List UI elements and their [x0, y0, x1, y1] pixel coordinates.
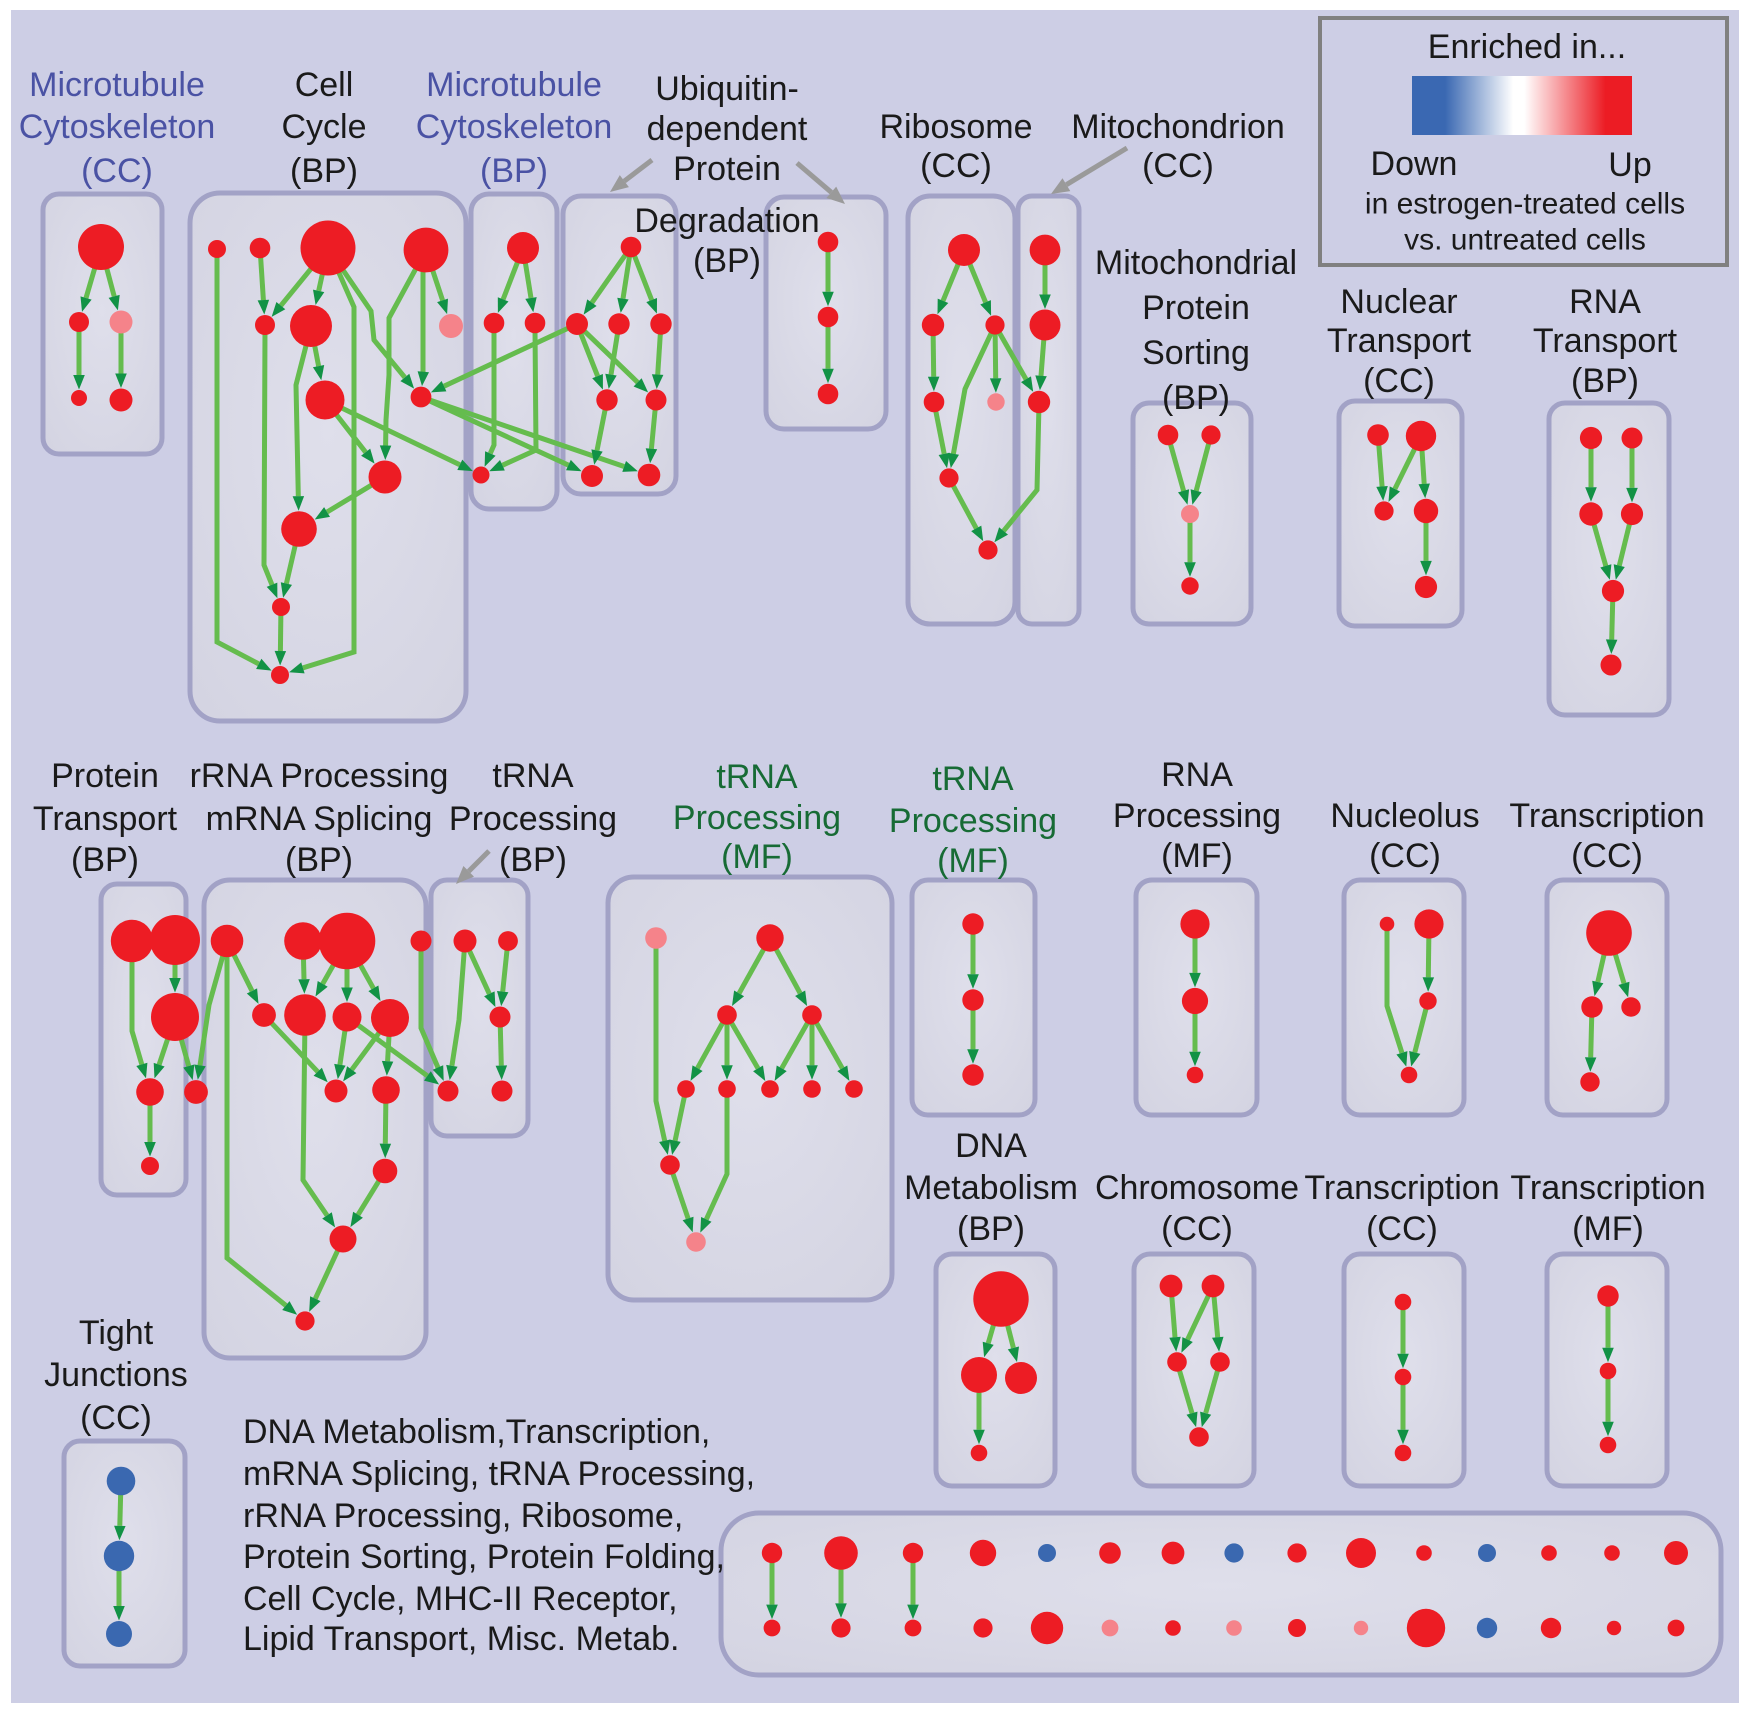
svg-text:Transcription: Transcription	[1304, 1169, 1499, 1207]
svg-text:Processing: Processing	[449, 800, 617, 838]
svg-text:tRNA: tRNA	[492, 757, 574, 795]
svg-text:Processing: Processing	[1113, 797, 1281, 835]
svg-text:(CC): (CC)	[1369, 837, 1441, 875]
svg-text:Cytoskeleton: Cytoskeleton	[19, 108, 216, 146]
svg-text:(MF): (MF)	[721, 838, 793, 876]
svg-text:Sorting: Sorting	[1142, 334, 1250, 372]
svg-text:(BP): (BP)	[499, 841, 567, 879]
svg-text:Processing: Processing	[889, 802, 1057, 840]
svg-text:(CC): (CC)	[80, 1399, 152, 1437]
svg-text:Transport: Transport	[1327, 322, 1472, 360]
svg-text:Protein: Protein	[51, 757, 159, 795]
svg-text:Nucleolus: Nucleolus	[1330, 797, 1479, 835]
svg-text:Processing: Processing	[673, 799, 841, 837]
svg-text:Cell Cycle, MHC-II Receptor,: Cell Cycle, MHC-II Receptor,	[243, 1580, 678, 1618]
svg-text:(CC): (CC)	[1571, 837, 1643, 875]
svg-text:Degradation: Degradation	[634, 202, 819, 240]
svg-text:(BP): (BP)	[957, 1210, 1025, 1248]
svg-text:dependent: dependent	[647, 110, 808, 148]
svg-text:(BP): (BP)	[71, 841, 139, 879]
svg-text:Cytoskeleton: Cytoskeleton	[416, 108, 613, 146]
svg-text:tRNA: tRNA	[716, 758, 798, 796]
svg-text:(BP): (BP)	[285, 841, 353, 879]
svg-text:Cell: Cell	[295, 66, 354, 104]
svg-text:mRNA Splicing: mRNA Splicing	[206, 800, 433, 838]
svg-text:Lipid Transport, Misc. Metab.: Lipid Transport, Misc. Metab.	[243, 1620, 680, 1658]
svg-text:Down: Down	[1371, 145, 1458, 183]
svg-text:Enriched in...: Enriched in...	[1428, 28, 1626, 66]
svg-text:Tight: Tight	[79, 1314, 154, 1352]
svg-text:Microtubule: Microtubule	[29, 66, 205, 104]
svg-text:rRNA Processing: rRNA Processing	[190, 757, 449, 795]
svg-text:Metabolism: Metabolism	[904, 1169, 1078, 1207]
svg-text:Ribosome: Ribosome	[879, 108, 1032, 146]
svg-text:mRNA Splicing, tRNA Processing: mRNA Splicing, tRNA Processing,	[243, 1455, 755, 1493]
svg-text:(BP): (BP)	[480, 152, 548, 190]
svg-text:RNA: RNA	[1569, 283, 1641, 321]
svg-text:(MF): (MF)	[1161, 837, 1233, 875]
svg-text:(CC): (CC)	[1142, 147, 1214, 185]
svg-text:tRNA: tRNA	[932, 760, 1014, 798]
svg-text:Transcription: Transcription	[1509, 797, 1704, 835]
svg-text:Transcription: Transcription	[1510, 1169, 1705, 1207]
svg-text:vs. untreated cells: vs. untreated cells	[1404, 224, 1646, 257]
svg-text:(MF): (MF)	[1572, 1210, 1644, 1248]
svg-text:Mitochondrion: Mitochondrion	[1071, 108, 1285, 146]
svg-text:Protein Sorting, Protein Foldi: Protein Sorting, Protein Folding,	[243, 1538, 725, 1576]
svg-text:in estrogen-treated cells: in estrogen-treated cells	[1365, 188, 1685, 221]
svg-text:(CC): (CC)	[1161, 1210, 1233, 1248]
svg-text:(BP): (BP)	[1162, 379, 1230, 417]
svg-text:rRNA Processing, Ribosome,: rRNA Processing, Ribosome,	[243, 1497, 683, 1535]
svg-text:Transport: Transport	[1533, 322, 1678, 360]
svg-text:Ubiquitin-: Ubiquitin-	[655, 70, 799, 108]
svg-text:Mitochondrial: Mitochondrial	[1095, 244, 1297, 282]
svg-text:RNA: RNA	[1161, 756, 1233, 794]
svg-text:Microtubule: Microtubule	[426, 66, 602, 104]
svg-text:DNA: DNA	[955, 1127, 1027, 1165]
svg-text:Protein: Protein	[673, 150, 781, 188]
svg-text:(CC): (CC)	[81, 152, 153, 190]
svg-text:DNA Metabolism,Transcription,: DNA Metabolism,Transcription,	[243, 1413, 710, 1451]
svg-text:Nuclear: Nuclear	[1340, 283, 1457, 321]
svg-text:Chromosome: Chromosome	[1095, 1169, 1299, 1207]
svg-text:Transport: Transport	[33, 800, 178, 838]
svg-text:(CC): (CC)	[1363, 362, 1435, 400]
svg-text:Junctions: Junctions	[44, 1356, 188, 1394]
svg-text:Up: Up	[1608, 146, 1651, 184]
svg-text:(CC): (CC)	[1366, 1210, 1438, 1248]
svg-text:Cycle: Cycle	[281, 108, 366, 146]
svg-text:(BP): (BP)	[290, 152, 358, 190]
svg-text:(BP): (BP)	[693, 242, 761, 280]
svg-text:Protein: Protein	[1142, 289, 1250, 327]
svg-text:(BP): (BP)	[1571, 362, 1639, 400]
svg-text:(CC): (CC)	[920, 147, 992, 185]
svg-text:(MF): (MF)	[937, 842, 1009, 880]
